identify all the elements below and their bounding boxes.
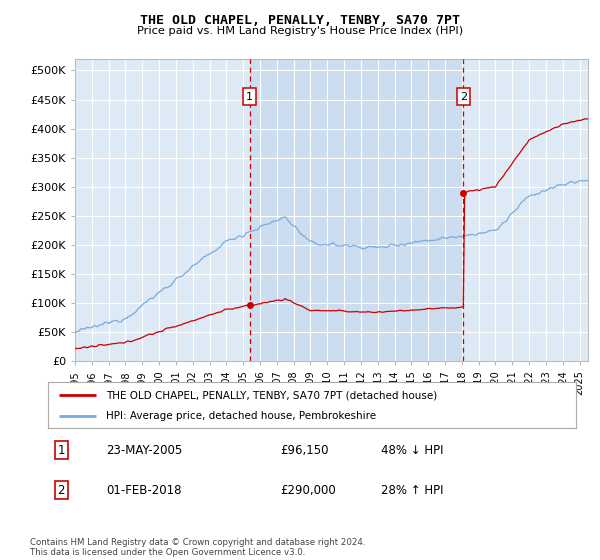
- Text: 2: 2: [460, 92, 467, 101]
- Text: £290,000: £290,000: [280, 484, 336, 497]
- Text: 28% ↑ HPI: 28% ↑ HPI: [380, 484, 443, 497]
- Text: THE OLD CHAPEL, PENALLY, TENBY, SA70 7PT (detached house): THE OLD CHAPEL, PENALLY, TENBY, SA70 7PT…: [106, 390, 437, 400]
- Text: 2: 2: [58, 484, 65, 497]
- Text: £96,150: £96,150: [280, 444, 329, 457]
- Bar: [250, 59, 463, 361]
- Text: THE OLD CHAPEL, PENALLY, TENBY, SA70 7PT: THE OLD CHAPEL, PENALLY, TENBY, SA70 7PT: [140, 14, 460, 27]
- Text: 1: 1: [246, 92, 253, 101]
- Text: 1: 1: [58, 444, 65, 457]
- Text: 23-MAY-2005: 23-MAY-2005: [106, 444, 182, 457]
- Text: Contains HM Land Registry data © Crown copyright and database right 2024.
This d: Contains HM Land Registry data © Crown c…: [30, 538, 365, 557]
- Text: HPI: Average price, detached house, Pembrokeshire: HPI: Average price, detached house, Pemb…: [106, 412, 376, 422]
- Text: Price paid vs. HM Land Registry's House Price Index (HPI): Price paid vs. HM Land Registry's House …: [137, 26, 463, 36]
- Text: 01-FEB-2018: 01-FEB-2018: [106, 484, 182, 497]
- Text: 48% ↓ HPI: 48% ↓ HPI: [380, 444, 443, 457]
